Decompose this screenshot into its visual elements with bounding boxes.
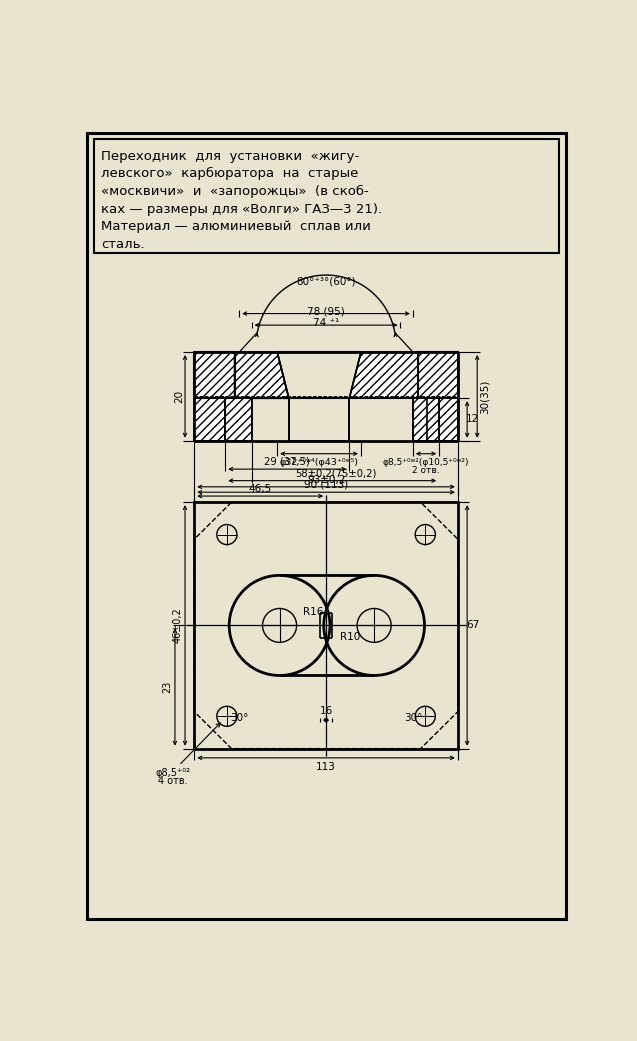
Text: 58±0,2(75±0,2): 58±0,2(75±0,2) bbox=[296, 468, 377, 479]
Text: 2 отв.: 2 отв. bbox=[412, 466, 440, 475]
Polygon shape bbox=[194, 399, 225, 440]
Polygon shape bbox=[277, 352, 361, 399]
Text: φ8,5⁺⁰ʷ²(φ10,5⁺⁰ʷ²): φ8,5⁺⁰ʷ²(φ10,5⁺⁰ʷ²) bbox=[383, 458, 469, 466]
Text: левского»  карбюратора  на  старые: левского» карбюратора на старые bbox=[101, 168, 359, 180]
Text: Материал — алюминиевый  сплав или: Материал — алюминиевый сплав или bbox=[101, 221, 371, 233]
Polygon shape bbox=[225, 399, 252, 440]
Polygon shape bbox=[194, 352, 234, 399]
Text: 113: 113 bbox=[316, 762, 336, 771]
Polygon shape bbox=[349, 352, 417, 399]
Text: Переходник  для  установки  «жигу-: Переходник для установки «жигу- bbox=[101, 150, 359, 162]
Polygon shape bbox=[427, 399, 458, 440]
Bar bbox=[194, 502, 458, 748]
Text: φ32⁺⁰ʷ⁴(φ43⁺⁰ʷ⁵): φ32⁺⁰ʷ⁴(φ43⁺⁰ʷ⁵) bbox=[280, 458, 359, 466]
Text: 20: 20 bbox=[174, 389, 184, 403]
Text: сталь.: сталь. bbox=[101, 238, 145, 251]
Text: 46,5: 46,5 bbox=[248, 484, 272, 493]
Text: 12: 12 bbox=[466, 414, 479, 425]
Text: φ8,5⁺⁰²: φ8,5⁺⁰² bbox=[155, 768, 190, 778]
Polygon shape bbox=[234, 352, 289, 399]
Text: 4 отв.: 4 отв. bbox=[158, 777, 187, 786]
Text: R10: R10 bbox=[340, 632, 361, 642]
Polygon shape bbox=[413, 399, 440, 440]
Text: 93±0,2: 93±0,2 bbox=[307, 475, 345, 484]
Text: 80°⁺³°(60°): 80°⁺³°(60°) bbox=[296, 276, 356, 286]
Text: 74 ⁺¹: 74 ⁺¹ bbox=[313, 318, 339, 328]
Polygon shape bbox=[417, 352, 458, 399]
Text: 90 (113): 90 (113) bbox=[304, 480, 348, 490]
Text: 16: 16 bbox=[319, 706, 333, 715]
Bar bbox=[94, 138, 559, 253]
Text: 78 (95): 78 (95) bbox=[307, 306, 345, 316]
Text: 67: 67 bbox=[467, 620, 480, 631]
Text: 30(35): 30(35) bbox=[480, 379, 490, 413]
Text: R16: R16 bbox=[303, 607, 323, 616]
Text: ках — размеры для «Волги» ГАЗ—3 21).: ках — размеры для «Волги» ГАЗ—3 21). bbox=[101, 203, 382, 215]
Polygon shape bbox=[289, 399, 349, 440]
Text: 30°: 30° bbox=[230, 713, 248, 722]
Text: 29 (37,5): 29 (37,5) bbox=[264, 457, 310, 466]
Text: 46±0,2: 46±0,2 bbox=[172, 608, 182, 643]
Text: 30°: 30° bbox=[404, 713, 422, 722]
Text: 23: 23 bbox=[162, 681, 172, 693]
Text: «москвичи»  и  «запорожцы»  (в скоб-: «москвичи» и «запорожцы» (в скоб- bbox=[101, 185, 369, 198]
